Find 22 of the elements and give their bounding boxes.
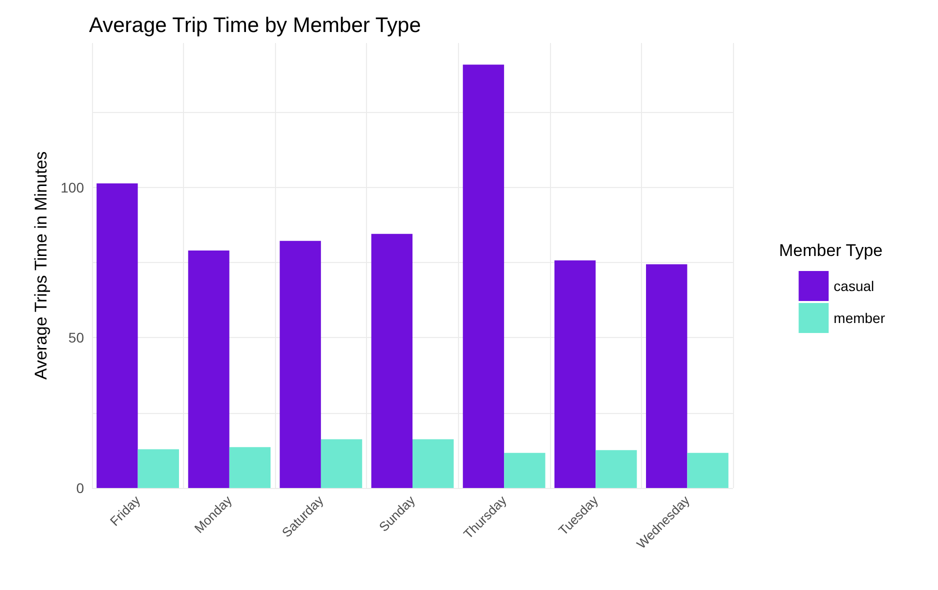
bar xyxy=(504,452,546,488)
bar xyxy=(596,450,637,488)
y-axis-title: Average Trips Time in Minutes xyxy=(32,151,51,380)
bar xyxy=(188,250,230,488)
y-tick-label: 100 xyxy=(60,179,84,196)
bar xyxy=(462,64,504,488)
bar xyxy=(646,264,688,488)
legend-label: casual xyxy=(834,278,874,294)
legend-label: member xyxy=(834,310,886,326)
y-tick-label: 50 xyxy=(68,330,84,346)
bar xyxy=(554,260,596,488)
chart-title: Average Trip Time by Member Type xyxy=(89,14,421,37)
legend-title: Member Type xyxy=(779,241,883,260)
bar xyxy=(138,449,179,488)
bar xyxy=(280,240,321,488)
bar xyxy=(412,439,454,488)
bar xyxy=(229,447,271,488)
bar xyxy=(371,234,412,488)
bar xyxy=(320,439,362,488)
bar xyxy=(687,452,728,488)
y-tick-label: 0 xyxy=(76,480,84,496)
bar xyxy=(96,183,138,488)
